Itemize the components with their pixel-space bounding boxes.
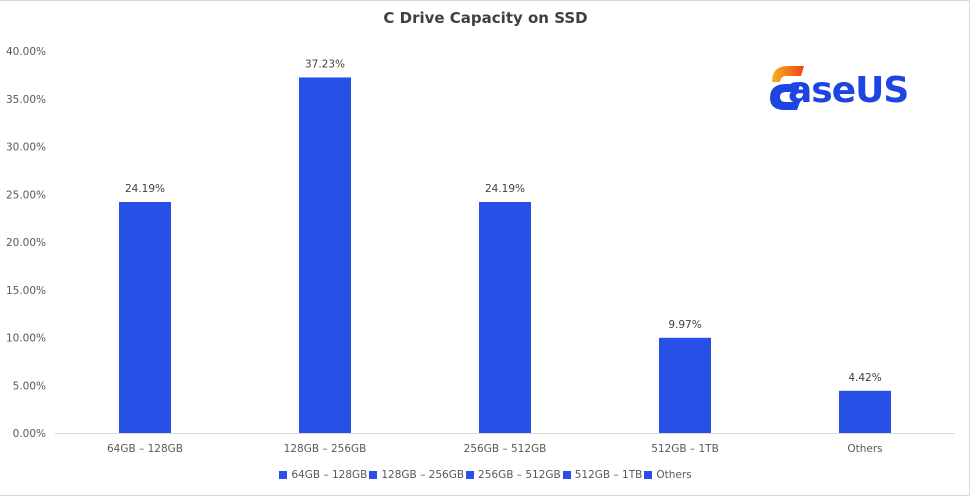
chart-title: C Drive Capacity on SSD <box>383 9 588 27</box>
legend-swatch <box>369 471 378 479</box>
x-tick-label: 128GB – 256GB <box>284 443 367 455</box>
legend-swatch <box>562 471 571 479</box>
x-tick-label: 512GB – 1TB <box>651 443 719 455</box>
y-tick-label: 25.00% <box>6 189 46 201</box>
y-tick-label: 10.00% <box>6 333 46 345</box>
legend-item[interactable]: 128GB – 256GB <box>369 469 464 481</box>
x-tick-label: 256GB – 512GB <box>464 443 547 455</box>
y-tick-label: 35.00% <box>6 94 46 106</box>
y-tick-label: 15.00% <box>6 285 46 297</box>
data-label: 24.19% <box>125 183 165 195</box>
y-tick-label: 30.00% <box>6 142 46 154</box>
legend-item[interactable]: 256GB – 512GB <box>466 469 561 481</box>
legend-swatch <box>644 471 653 479</box>
data-label: 4.42% <box>848 372 881 384</box>
legend-item[interactable]: 64GB – 128GB <box>279 469 367 481</box>
x-axis: 64GB – 128GB 128GB – 256GB 256GB – 512GB 51… <box>107 443 883 455</box>
legend-label: 128GB – 256GB <box>381 469 465 481</box>
x-tick-label: 64GB – 128GB <box>107 443 183 455</box>
y-axis: 0.00% 5.00% 10.00% 15.00% 20.00% 25.00% 30.00%… <box>6 46 46 440</box>
data-label: 24.19% <box>485 183 525 195</box>
y-tick-label: 5.00% <box>13 380 46 392</box>
bar <box>659 337 711 433</box>
bar <box>119 201 171 433</box>
legend-label: 64GB – 128GB <box>291 469 368 481</box>
y-tick-label: 0.00% <box>13 428 46 440</box>
legend-label: 512GB – 1TB <box>574 469 643 481</box>
data-labels: 24.19% 37.23% 24.19% 9.97% 4.42% <box>125 58 882 383</box>
logo-e-icon <box>770 66 804 110</box>
data-label: 37.23% <box>305 58 345 70</box>
y-tick-label: 40.00% <box>6 46 46 58</box>
bar <box>839 390 891 433</box>
legend-item[interactable]: 512GB – 1TB <box>562 469 643 481</box>
chart-legend: 64GB – 128GB 128GB – 256GB 256GB – 512GB 51… <box>0 469 971 482</box>
easeus-logo: aseUS <box>768 64 938 114</box>
bars <box>119 77 891 434</box>
logo-text: aseUS <box>788 70 909 111</box>
bar <box>299 77 351 434</box>
legend-item[interactable]: Others <box>644 469 692 481</box>
legend-label: Others <box>656 469 692 481</box>
legend-swatch <box>466 471 475 479</box>
x-tick-label: Others <box>847 443 882 455</box>
data-label: 9.97% <box>668 319 701 331</box>
legend-label: 256GB – 512GB <box>478 469 561 481</box>
y-tick-label: 20.00% <box>6 237 46 249</box>
bar <box>479 201 531 433</box>
legend-swatch <box>279 471 288 479</box>
